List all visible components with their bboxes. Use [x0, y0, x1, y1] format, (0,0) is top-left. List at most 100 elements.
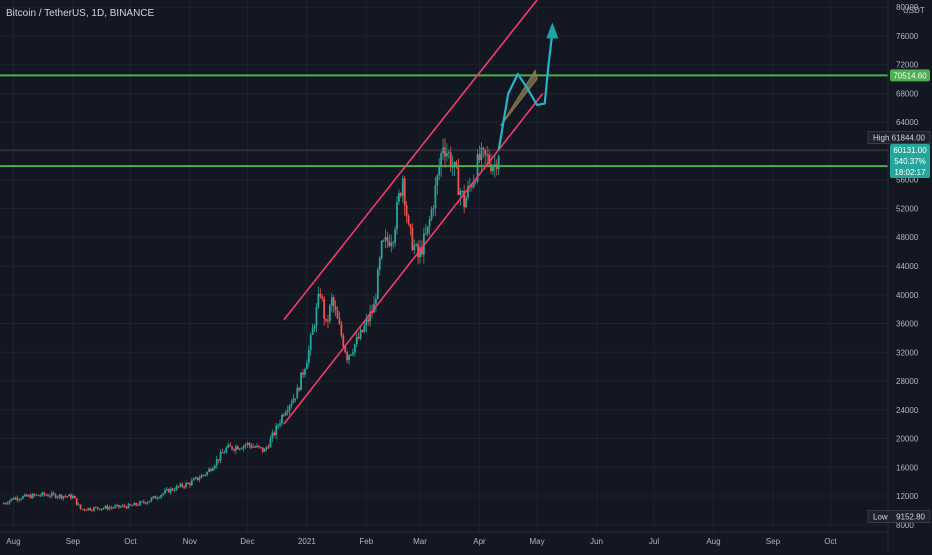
- candle-body: [187, 483, 189, 485]
- candle-body: [263, 449, 266, 452]
- candle-body: [79, 504, 82, 510]
- candle-body: [62, 496, 65, 499]
- candle-body: [407, 216, 410, 225]
- candle-body: [486, 154, 489, 156]
- candle-body: [227, 444, 230, 448]
- candle-body: [319, 293, 322, 297]
- candle-body: [27, 495, 30, 497]
- x-tick-label: Sep: [66, 537, 81, 546]
- candle-body: [482, 147, 485, 150]
- candle-body: [248, 442, 251, 446]
- candle-body: [213, 465, 216, 469]
- candle-body: [185, 483, 187, 488]
- candle-body: [273, 432, 276, 436]
- candle-body: [261, 447, 264, 452]
- candle-body: [75, 498, 78, 505]
- candle-body: [453, 162, 456, 167]
- x-tick-label: Mar: [413, 537, 427, 546]
- candle-body: [328, 305, 331, 321]
- candle-body: [85, 509, 88, 511]
- candle-body: [325, 318, 327, 321]
- candle-body: [112, 507, 115, 509]
- candle-body: [363, 325, 366, 332]
- currency-unit: USDT: [903, 6, 925, 15]
- candle-body: [173, 490, 176, 492]
- candle-body: [204, 474, 207, 476]
- y-tick-label: 40000: [896, 291, 919, 300]
- candle-body: [305, 362, 308, 370]
- y-tick-label: 12000: [896, 492, 919, 501]
- candle-body: [123, 505, 126, 507]
- candle-body: [6, 503, 9, 505]
- y-tick-label: 28000: [896, 377, 919, 386]
- candle-body: [330, 297, 333, 306]
- y-tick-label: 52000: [896, 204, 919, 213]
- candle-body: [39, 495, 42, 497]
- projection-path: [497, 32, 554, 151]
- candle-body: [488, 154, 490, 164]
- candle-body: [148, 500, 151, 503]
- candle-body: [256, 445, 258, 448]
- x-tick-label: Jul: [649, 537, 659, 546]
- candle-body: [233, 449, 235, 451]
- y-tick-label: 44000: [896, 262, 919, 271]
- candle-body: [365, 319, 368, 326]
- candle-body: [219, 452, 222, 461]
- candle-body: [83, 508, 86, 510]
- candle-body: [267, 447, 270, 449]
- candle-body: [490, 163, 492, 172]
- candle-body: [183, 486, 186, 488]
- candle-body: [100, 508, 103, 510]
- candle-body: [355, 336, 358, 345]
- candle-body: [73, 496, 76, 499]
- candle-body: [158, 497, 161, 499]
- candle-body: [275, 425, 278, 436]
- candle-body: [31, 494, 34, 499]
- candle-body: [104, 506, 107, 509]
- candle-body: [430, 209, 433, 220]
- candle-body: [29, 495, 32, 499]
- candle-body: [47, 495, 49, 497]
- x-tick-label: Nov: [183, 537, 197, 546]
- y-tick-label: 48000: [896, 233, 919, 242]
- candle-body: [114, 505, 116, 508]
- candle-body: [200, 475, 203, 479]
- candle-body: [137, 504, 139, 506]
- candle-body: [361, 330, 364, 332]
- candle-body: [396, 201, 398, 230]
- candle-body: [353, 344, 356, 353]
- candle-body: [4, 503, 7, 505]
- candle-body: [217, 459, 220, 461]
- candle-body: [131, 505, 134, 507]
- x-tick-label: Sep: [766, 537, 781, 546]
- candle-body: [188, 483, 191, 486]
- candle-body: [162, 493, 164, 495]
- candle-body: [169, 488, 172, 493]
- candle-body: [271, 432, 274, 439]
- candle-body: [8, 500, 11, 504]
- candle-body: [432, 208, 435, 210]
- y-tick-label: 32000: [896, 348, 919, 357]
- candle-body: [192, 478, 195, 481]
- candle-body: [413, 245, 416, 251]
- candle-body: [215, 459, 218, 466]
- candle-body: [359, 330, 362, 339]
- y-tick-label: 80000: [896, 3, 919, 12]
- x-tick-label: Dec: [240, 537, 254, 546]
- candle-body: [470, 185, 473, 188]
- candle-body: [338, 318, 341, 325]
- candle-body: [33, 494, 36, 496]
- candle-body: [71, 496, 74, 499]
- candle-body: [246, 442, 249, 445]
- candle-body: [110, 507, 113, 509]
- candle-body: [459, 191, 462, 196]
- candle-body: [45, 494, 47, 496]
- candle-body: [461, 191, 464, 193]
- candle-body: [455, 162, 458, 168]
- candle-body: [127, 504, 130, 509]
- candle-body: [403, 178, 406, 206]
- candle-body: [317, 293, 320, 308]
- candle-body: [14, 497, 17, 500]
